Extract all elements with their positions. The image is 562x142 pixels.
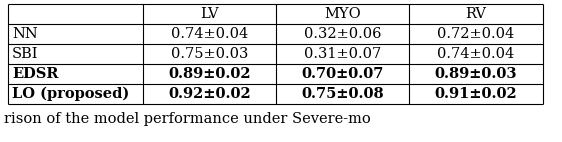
Text: RV: RV	[465, 7, 486, 21]
Text: NN: NN	[12, 27, 38, 41]
Text: rison of the model performance under Severe-mo: rison of the model performance under Sev…	[4, 112, 371, 126]
Text: 0.74±0.04: 0.74±0.04	[437, 47, 514, 61]
Text: SBI: SBI	[12, 47, 39, 61]
Text: LO (proposed): LO (proposed)	[12, 87, 129, 101]
Text: EDSR: EDSR	[12, 67, 58, 81]
Text: 0.74±0.04: 0.74±0.04	[171, 27, 248, 41]
Text: 0.31±0.07: 0.31±0.07	[304, 47, 381, 61]
Text: 0.72±0.04: 0.72±0.04	[437, 27, 514, 41]
Text: 0.32±0.06: 0.32±0.06	[303, 27, 381, 41]
Text: 0.92±0.02: 0.92±0.02	[168, 87, 251, 101]
Text: 0.75±0.03: 0.75±0.03	[171, 47, 248, 61]
Text: 0.91±0.02: 0.91±0.02	[434, 87, 517, 101]
Text: MYO: MYO	[324, 7, 361, 21]
Text: 0.89±0.02: 0.89±0.02	[168, 67, 251, 81]
Text: LV: LV	[200, 7, 219, 21]
Text: 0.70±0.07: 0.70±0.07	[301, 67, 384, 81]
Text: 0.75±0.08: 0.75±0.08	[301, 87, 384, 101]
Text: 0.89±0.03: 0.89±0.03	[434, 67, 516, 81]
